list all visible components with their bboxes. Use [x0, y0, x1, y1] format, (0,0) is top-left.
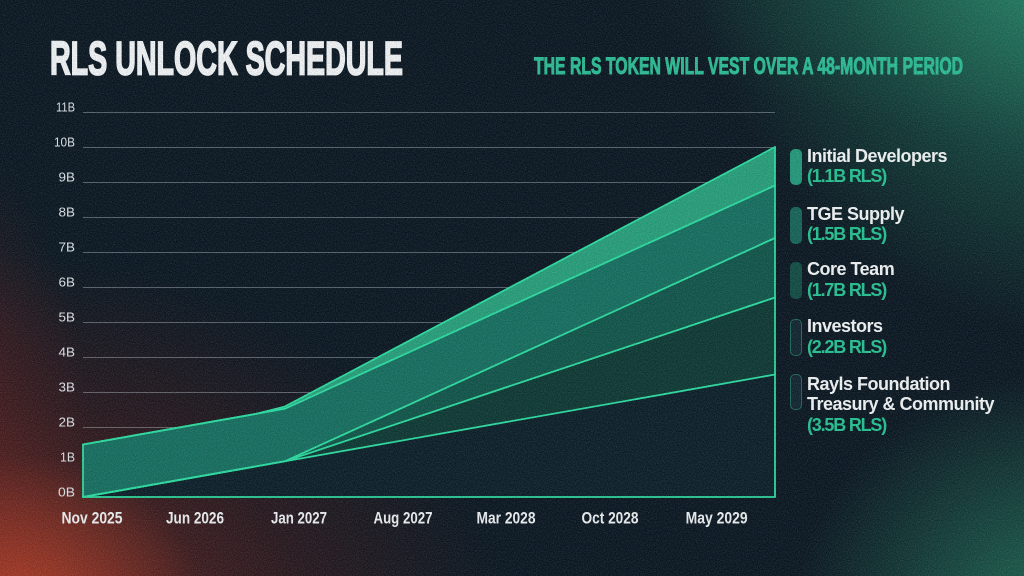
svg-text:1B: 1B: [60, 450, 75, 465]
svg-text:9B: 9B: [59, 170, 76, 185]
svg-text:2B: 2B: [59, 415, 76, 430]
svg-text:10B: 10B: [54, 135, 75, 150]
svg-text:5B: 5B: [59, 310, 76, 325]
svg-text:0B: 0B: [58, 485, 75, 500]
svg-text:Jan 2027: Jan 2027: [271, 508, 327, 527]
svg-text:Jun 2026: Jun 2026: [166, 508, 224, 527]
svg-text:8B: 8B: [59, 205, 76, 220]
svg-text:Aug 2027: Aug 2027: [374, 508, 433, 527]
svg-text:May 2029: May 2029: [686, 508, 748, 527]
svg-text:THE RLS TOKEN WILL VEST OVER A: THE RLS TOKEN WILL VEST OVER A 48-MONTH …: [534, 53, 963, 80]
svg-text:4B: 4B: [59, 345, 76, 360]
svg-text:11B: 11B: [56, 100, 75, 115]
svg-text:3B: 3B: [59, 380, 76, 395]
svg-text:Nov 2025: Nov 2025: [62, 508, 123, 527]
svg-text:Oct 2028: Oct 2028: [582, 508, 639, 527]
svg-text:6B: 6B: [59, 275, 76, 290]
svg-text:Mar 2028: Mar 2028: [477, 508, 536, 527]
svg-text:7B: 7B: [59, 240, 76, 255]
svg-text:RLS UNLOCK SCHEDULE: RLS UNLOCK SCHEDULE: [50, 33, 403, 86]
